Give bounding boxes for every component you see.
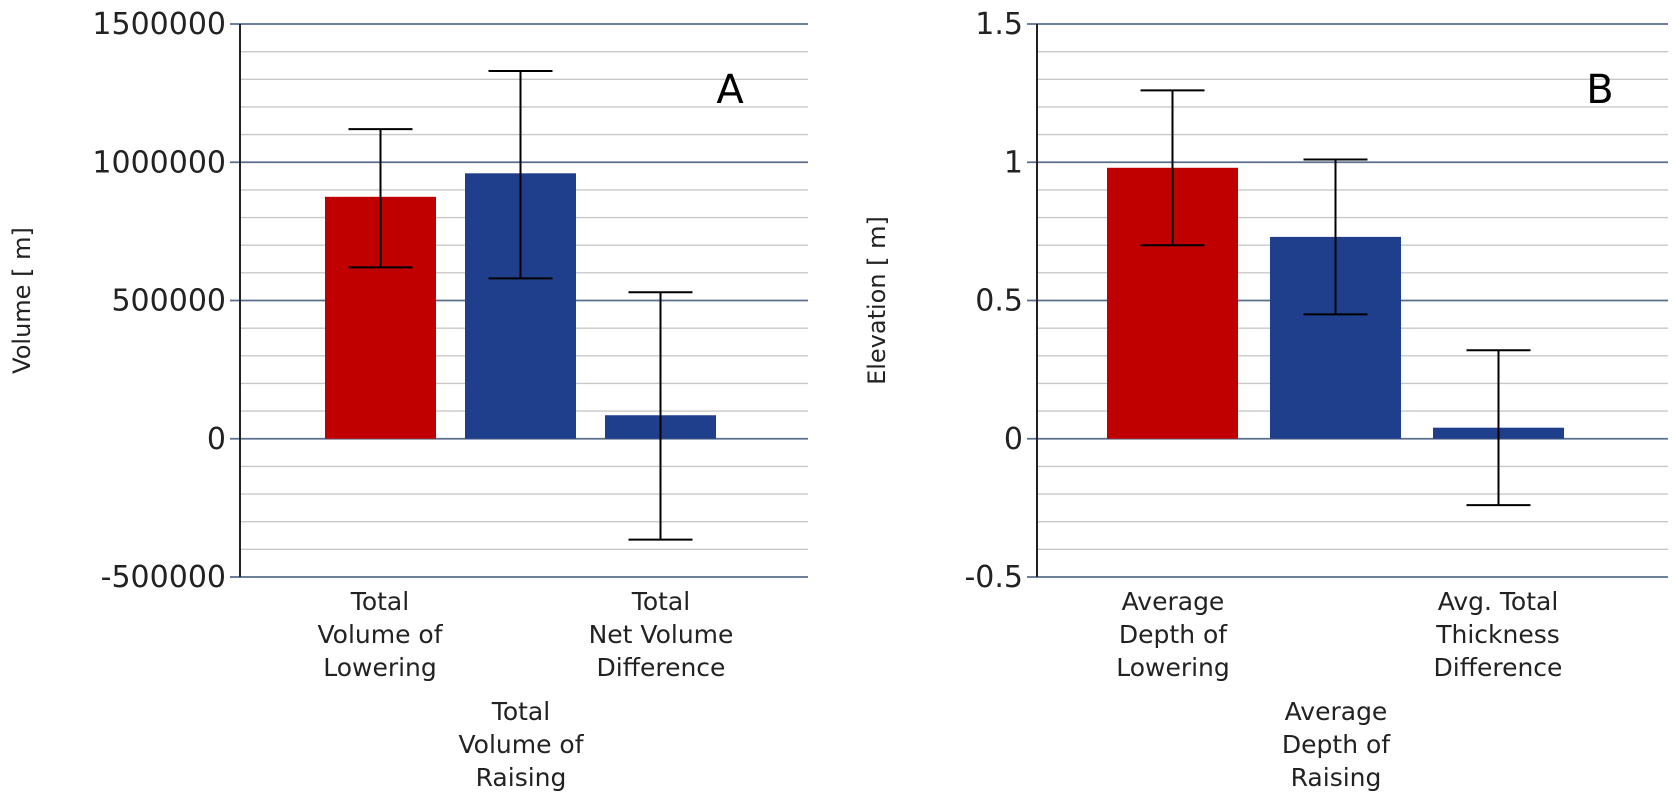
x-category-label: Average Depth of Raising xyxy=(1282,697,1391,792)
y-tick-label: 1 xyxy=(1004,145,1023,180)
y-tick-label: 0 xyxy=(1004,422,1023,457)
y-tick-label: 1500000 xyxy=(92,7,226,42)
y-axis-label: Volume [ m] xyxy=(8,227,36,374)
panel-letter: A xyxy=(716,67,744,113)
panel-letter: B xyxy=(1586,67,1613,113)
x-category-label: Avg. Total Thickness Difference xyxy=(1434,587,1563,682)
x-category-label: Total Volume of Raising xyxy=(458,697,584,792)
y-tick-label: 500000 xyxy=(111,284,226,319)
y-axis-label: Elevation [ m] xyxy=(863,216,891,385)
chart-panel-b: -0.5 0 0.5 1 1.5 Average Depth of Lowering Avera… xyxy=(863,7,1668,792)
y-tick-label: -500000 xyxy=(101,560,226,595)
x-category-label: Average Depth of Lowering xyxy=(1116,587,1230,682)
x-category-label: Total Volume of Lowering xyxy=(317,587,443,682)
y-tick-label: 1.5 xyxy=(975,7,1023,42)
y-tick-label: 0.5 xyxy=(975,284,1023,319)
chart-panel-a: -500000 0 500000 1000000 1500000 Total Volume … xyxy=(8,7,808,792)
y-tick-label: 0 xyxy=(207,422,226,457)
y-tick-label: 1000000 xyxy=(92,145,226,180)
x-category-label: Total Net Volume Difference xyxy=(589,587,734,682)
y-tick-label: -0.5 xyxy=(964,560,1023,595)
